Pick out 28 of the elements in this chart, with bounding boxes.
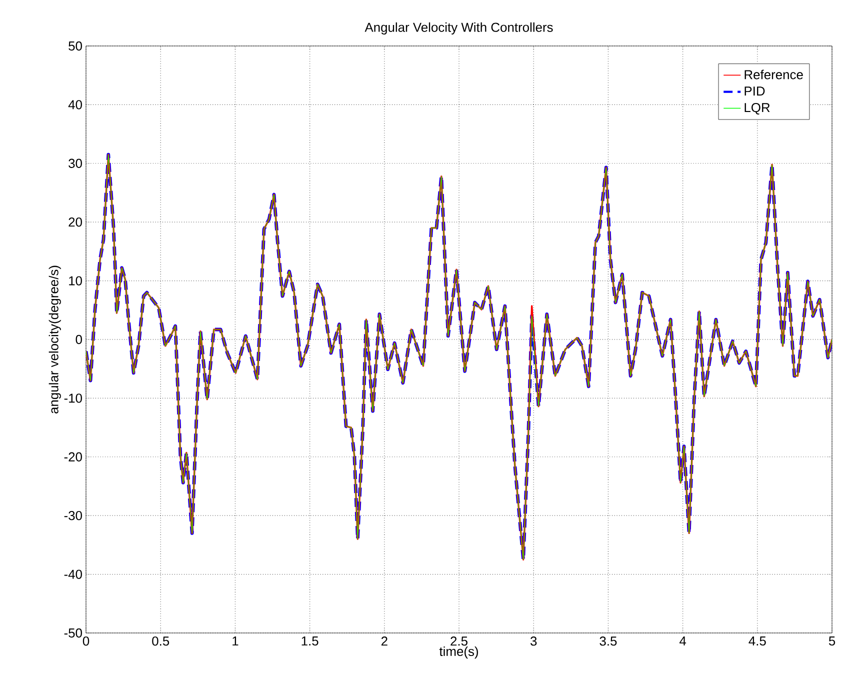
y-tick-label: -20 (64, 452, 82, 462)
x-tick-label: 2 (381, 636, 388, 646)
x-tick-label: 2.5 (450, 636, 468, 646)
x-tick-label: 5 (828, 636, 836, 646)
x-tick-label: 4 (680, 636, 686, 646)
y-tick-label: -10 (64, 394, 82, 403)
y-tick-label: -30 (64, 510, 82, 520)
y-tick-label: 20 (68, 217, 82, 227)
y-tick-label: 50 (68, 41, 82, 51)
y-tick-label: 40 (68, 100, 82, 110)
legend-label: PID (744, 86, 765, 96)
x-tick-label: 0 (82, 636, 90, 646)
y-tick-label: 0 (76, 334, 82, 344)
x-tick-label: 1 (232, 636, 238, 646)
legend-label: Reference (744, 70, 803, 80)
x-tick-label: 1.5 (302, 636, 318, 646)
legend-label: LQR (744, 102, 770, 114)
x-tick-label: 4.5 (748, 636, 766, 646)
y-tick-label: -50 (64, 628, 82, 638)
y-tick-label: -40 (64, 570, 82, 579)
y-axis-title: angular velocity(degree/s) (48, 266, 61, 414)
x-axis-title: time(s) (439, 646, 478, 659)
x-tick-label: 0.5 (152, 636, 170, 646)
x-tick-label: 3.5 (600, 636, 617, 646)
x-tick-label: 3 (530, 636, 537, 646)
y-tick-label: 10 (69, 276, 82, 286)
y-tick-label: 30 (68, 158, 82, 168)
chart-title: Angular Velocity With Controllers (364, 22, 553, 34)
